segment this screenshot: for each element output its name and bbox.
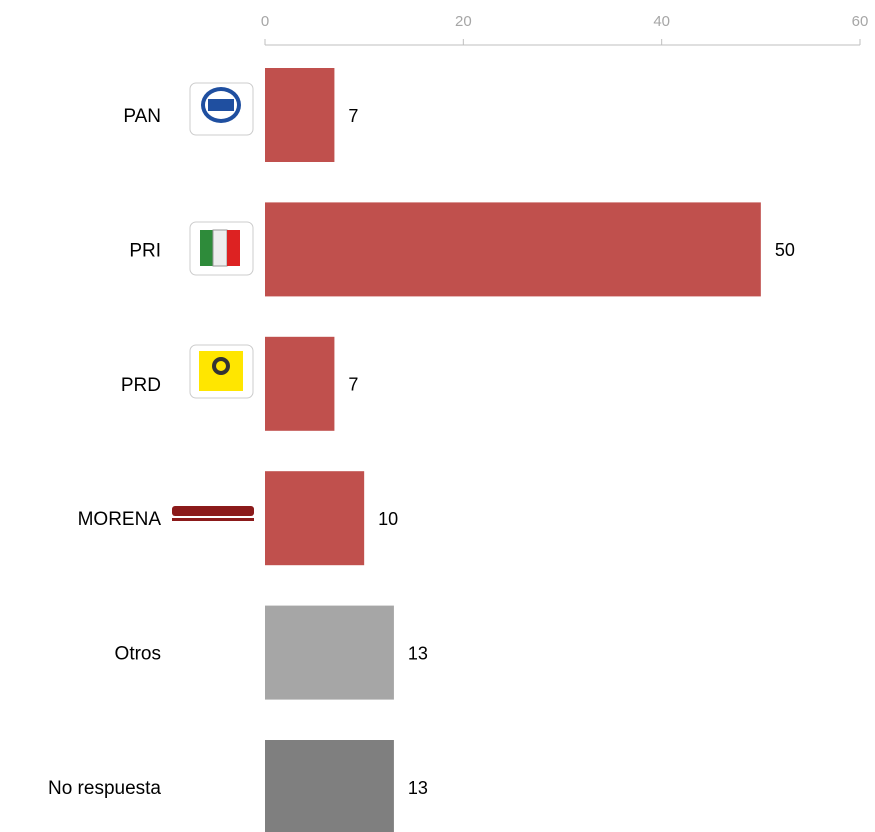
category-label: PRI	[129, 240, 161, 261]
prd-logo	[189, 344, 254, 399]
pan-logo	[189, 82, 254, 136]
morena-logo	[172, 506, 254, 521]
x-tick-label: 0	[261, 13, 269, 30]
category-label: PRD	[121, 375, 161, 396]
pri-logo	[189, 221, 254, 276]
category-label: Otros	[115, 644, 161, 665]
bar	[265, 202, 761, 297]
x-tick-label: 20	[455, 13, 472, 30]
bar	[265, 605, 394, 700]
bar	[265, 68, 335, 162]
value-label: 7	[348, 375, 358, 395]
bar	[265, 336, 335, 431]
value-label: 10	[378, 509, 398, 529]
category-label: PAN	[123, 106, 161, 127]
value-label: 13	[408, 778, 428, 798]
x-tick-label: 40	[653, 13, 670, 30]
bar	[265, 740, 394, 832]
x-tick-label: 60	[852, 13, 869, 30]
bar	[265, 471, 365, 566]
party-logos	[172, 82, 254, 521]
category-label: No respuesta	[48, 778, 161, 799]
category-label: MORENA	[78, 509, 162, 530]
value-label: 13	[408, 643, 428, 663]
value-label: 50	[775, 240, 795, 260]
value-label: 7	[348, 106, 358, 126]
